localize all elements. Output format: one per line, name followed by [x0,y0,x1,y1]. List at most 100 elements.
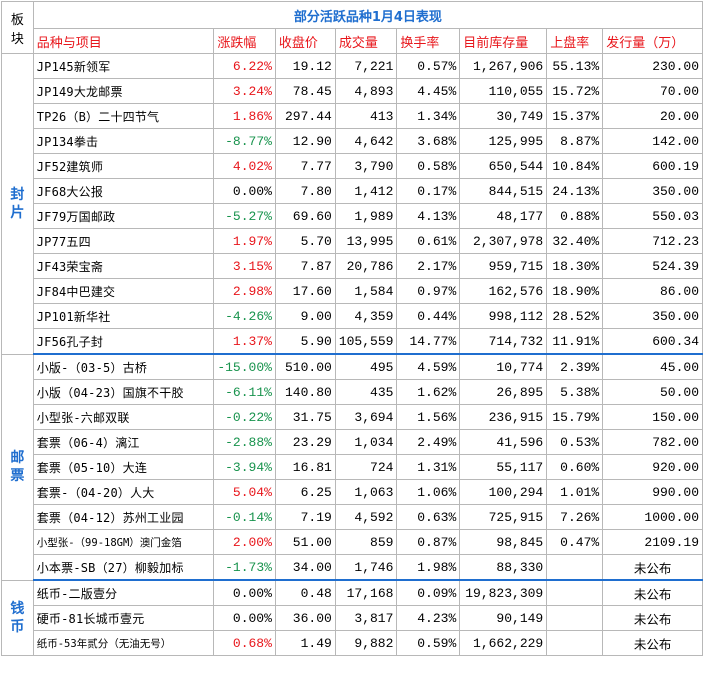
table-row: 小型张-（99-18GM）澳门金箔 2.00% 51.00 859 0.87% 98,84… [2,529,703,555]
cell-issue: 2109.19 [602,529,703,555]
table-row: 套票-（04-20）人大 5.04% 6.25 1,063 1.06% 100,294 1.… [2,479,703,505]
cell-close: 297.44 [274,103,336,129]
cell-issue: 未公布 [602,579,703,606]
table-row: 小版（04-23）国旗不干胶 -6.11% 140.80 435 1.62% 26,895… [2,379,703,405]
cell-name: JF56孔子封 [32,328,215,355]
cell-rate: 0.53% [546,429,604,455]
cell-issue: 1000.00 [602,504,703,530]
cell-issue: 142.00 [602,128,703,154]
cell-name: 套票-（04-20）人大 [32,479,215,505]
cell-volume: 17,168 [334,579,398,606]
table-row: 钱币纸币-二版壹分 0.00% 0.48 17,168 0.09% 19,823,309 未… [1,579,703,656]
cell-rate: 11.91% [546,328,604,355]
table-row: 封片 JP145新领军 6.22% 19.12 7,221 0.57% 1,267,906 5… [1,53,703,355]
cell-turnover: 4.45% [396,78,461,104]
cell-volume: 3,817 [334,605,398,631]
cell-turnover: 1.31% [396,454,461,480]
cell-change: 1.37% [213,328,276,355]
cell-issue: 未公布 [602,630,703,656]
table-row: JP101新华社 -4.26% 9.00 4,359 0.44% 998,112 28.52… [2,303,703,329]
cell-issue: 350.00 [602,303,703,329]
cell-close: 16.81 [274,454,336,480]
cell-change: -3.94% [213,454,276,480]
cell-stock: 2,307,978 [459,228,548,254]
header-volume: 成交量 [334,28,398,54]
cell-change: -5.27% [213,203,276,229]
cell-name: 硬币-81长城币壹元 [32,605,215,631]
cell-name: 小版（04-23）国旗不干胶 [32,379,215,405]
cell-change: -4.26% [213,303,276,329]
cell-turnover: 0.09% [396,579,461,606]
cell-volume: 4,359 [334,303,398,329]
section-label: 邮票 [1,353,34,581]
cell-volume: 1,584 [334,278,398,304]
table-row: JP77五四 1.97% 5.70 13,995 0.61% 2,307,978 32.40… [2,228,703,254]
cell-stock: 125,995 [459,128,548,154]
table-row: JF84中巴建交 2.98% 17.60 1,584 0.97% 162,576 18.90… [2,278,703,304]
cell-close: 7.87 [274,253,336,279]
cell-issue: 86.00 [602,278,703,304]
cell-stock: 41,596 [459,429,548,455]
cell-rate: 2.39% [546,353,604,380]
table-row: JF43荣宝斋 3.15% 7.87 20,786 2.17% 959,715 18.30%… [2,253,703,279]
cell-turnover: 4.59% [396,353,461,380]
cell-rate: 0.60% [546,454,604,480]
cell-turnover: 14.77% [396,328,461,355]
table-row: TP26（B）二十四节气 1.86% 297.44 413 1.34% 30,749 15.… [2,103,703,129]
cell-turnover: 0.97% [396,278,461,304]
cell-close: 7.77 [274,153,336,179]
cell-stock: 959,715 [459,253,548,279]
cell-close: 5.70 [274,228,336,254]
cell-volume: 13,995 [334,228,398,254]
cell-stock: 844,515 [459,178,548,204]
cell-close: 7.19 [274,504,336,530]
cell-stock: 30,749 [459,103,548,129]
cell-change: 0.00% [213,579,276,606]
cell-turnover: 0.61% [396,228,461,254]
table-row: 纸币-53年贰分（无油无号） 0.68% 1.49 9,882 0.59% 1,662,2… [2,630,703,656]
header-close: 收盘价 [274,28,336,54]
cell-stock: 998,112 [459,303,548,329]
cell-volume: 3,790 [334,153,398,179]
cell-volume: 4,893 [334,78,398,104]
cell-change: -6.11% [213,379,276,405]
cell-turnover: 1.62% [396,379,461,405]
cell-close: 17.60 [274,278,336,304]
cell-issue: 524.39 [602,253,703,279]
cell-rate: 8.87% [546,128,604,154]
table-row: JP134拳击 -8.77% 12.90 4,642 3.68% 125,995 8.87%… [2,128,703,154]
cell-turnover: 0.59% [396,630,461,656]
cell-turnover: 2.49% [396,429,461,455]
table-row: 邮票小版-（03-5）古桥 -15.00% 510.00 495 4.59% 10,774… [1,353,703,581]
cell-change: 5.04% [213,479,276,505]
cell-rate: 18.90% [546,278,604,304]
cell-issue: 712.23 [602,228,703,254]
cell-rate [546,605,604,631]
cell-change: 1.86% [213,103,276,129]
cell-volume: 495 [334,353,398,380]
cell-stock: 26,895 [459,379,548,405]
cell-rate: 0.88% [546,203,604,229]
cell-name: JP149大龙邮票 [32,78,215,104]
cell-issue: 782.00 [602,429,703,455]
cell-issue: 600.34 [602,328,703,355]
header-item: 品种与项目 [32,28,215,54]
cell-volume: 1,063 [334,479,398,505]
cell-close: 9.00 [274,303,336,329]
table-row: 小型张-六邮双联 -0.22% 31.75 3,694 1.56% 236,915 15.7… [2,404,703,430]
cell-name: 纸币-二版壹分 [32,579,215,606]
cell-stock: 110,055 [459,78,548,104]
cell-stock: 100,294 [459,479,548,505]
cell-turnover: 1.98% [396,554,461,581]
cell-volume: 9,882 [334,630,398,656]
header-stock: 目前库存量 [459,28,548,54]
market-table: 板块 部分活跃品种1月4日表现 品种与项目 涨跌幅 收盘价 成交量 换手率 目前库存量 上盘… [1,1,703,656]
cell-close: 36.00 [274,605,336,631]
cell-name: JP77五四 [32,228,215,254]
cell-rate: 18.30% [546,253,604,279]
cell-rate: 5.38% [546,379,604,405]
section-label: 封片 [1,53,34,355]
cell-volume: 1,034 [334,429,398,455]
cell-turnover: 1.06% [396,479,461,505]
cell-turnover: 0.44% [396,303,461,329]
